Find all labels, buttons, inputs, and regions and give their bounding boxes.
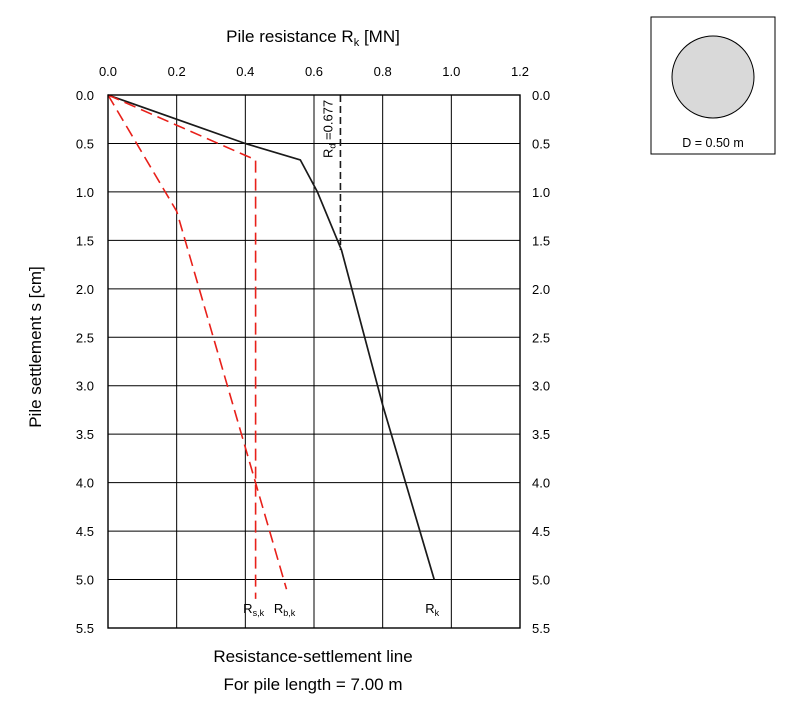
plot-frame bbox=[107, 94, 521, 629]
series-line-Rsk bbox=[107, 94, 257, 599]
pile-diameter-label: D = 0.50 m bbox=[682, 136, 744, 150]
y-tick-label-right: 0.0 bbox=[532, 88, 550, 103]
y-tick-label-right: 4.5 bbox=[532, 524, 550, 539]
chart-title: Resistance-settlement line bbox=[213, 647, 412, 666]
series-labels: Rk Rs,k Rb,k Rd =0.677 bbox=[243, 100, 439, 618]
y-tick-label-right: 1.5 bbox=[532, 233, 550, 248]
pile-cross-section: D = 0.50 m bbox=[650, 16, 776, 155]
y-tick-label-left: 0.0 bbox=[76, 88, 94, 103]
y-tick-label-right: 5.0 bbox=[532, 573, 550, 588]
y-tick-label-right: 5.5 bbox=[532, 621, 550, 636]
chart-subtitle: For pile length = 7.00 m bbox=[223, 675, 402, 694]
y-tick-label-left: 4.5 bbox=[76, 524, 94, 539]
x-tick-label: 0.0 bbox=[99, 64, 117, 79]
x-tick-label: 1.0 bbox=[442, 64, 460, 79]
tick-labels: 0.0 0.2 0.4 0.6 0.8 1.0 1.20.0 0.00.5 0.51.0 1.01… bbox=[76, 64, 550, 636]
y-tick-label-left: 3.5 bbox=[76, 427, 94, 442]
y-tick-label-left: 5.0 bbox=[76, 573, 94, 588]
x-tick-label: 0.4 bbox=[236, 64, 254, 79]
y-tick-label-right: 2.5 bbox=[532, 330, 550, 345]
series-lines bbox=[107, 94, 436, 599]
y-tick-label-right: 2.0 bbox=[532, 282, 550, 297]
y-tick-label-left: 1.0 bbox=[76, 185, 94, 200]
x-axis-title: Pile resistance Rk [MN] bbox=[226, 27, 400, 49]
x-tick-label: 0.2 bbox=[168, 64, 186, 79]
y-tick-label-left: 4.0 bbox=[76, 476, 94, 491]
y-tick-label-right: 4.0 bbox=[532, 476, 550, 491]
series-label-Rsk: Rs,k bbox=[243, 601, 264, 618]
y-tick-label-right: 1.0 bbox=[532, 185, 550, 200]
y-tick-label-left: 2.5 bbox=[76, 330, 94, 345]
y-tick-label-left: 0.5 bbox=[76, 136, 94, 151]
y-tick-label-right: 3.5 bbox=[532, 427, 550, 442]
y-tick-label-right: 0.5 bbox=[532, 136, 550, 151]
y-tick-label-left: 3.0 bbox=[76, 379, 94, 394]
x-tick-label: 0.6 bbox=[305, 64, 323, 79]
y-tick-label-left: 5.5 bbox=[76, 621, 94, 636]
design-resistance-label: Rd =0.677 bbox=[320, 100, 337, 158]
grid bbox=[107, 94, 521, 629]
x-tick-label: 1.2 bbox=[511, 64, 529, 79]
y-tick-label-right: 3.0 bbox=[532, 379, 550, 394]
y-tick-label-left: 1.5 bbox=[76, 233, 94, 248]
series-label-Rbk: Rb,k bbox=[274, 601, 296, 618]
pile-circle-icon bbox=[671, 35, 755, 119]
series-label-Rk: Rk bbox=[425, 601, 439, 618]
x-tick-label: 0.8 bbox=[374, 64, 392, 79]
series-line-Rbk bbox=[107, 94, 288, 590]
series-line-Rk bbox=[107, 94, 436, 580]
y-tick-label-left: 2.0 bbox=[76, 282, 94, 297]
y-axis-title: Pile settlement s [cm] bbox=[26, 266, 45, 428]
